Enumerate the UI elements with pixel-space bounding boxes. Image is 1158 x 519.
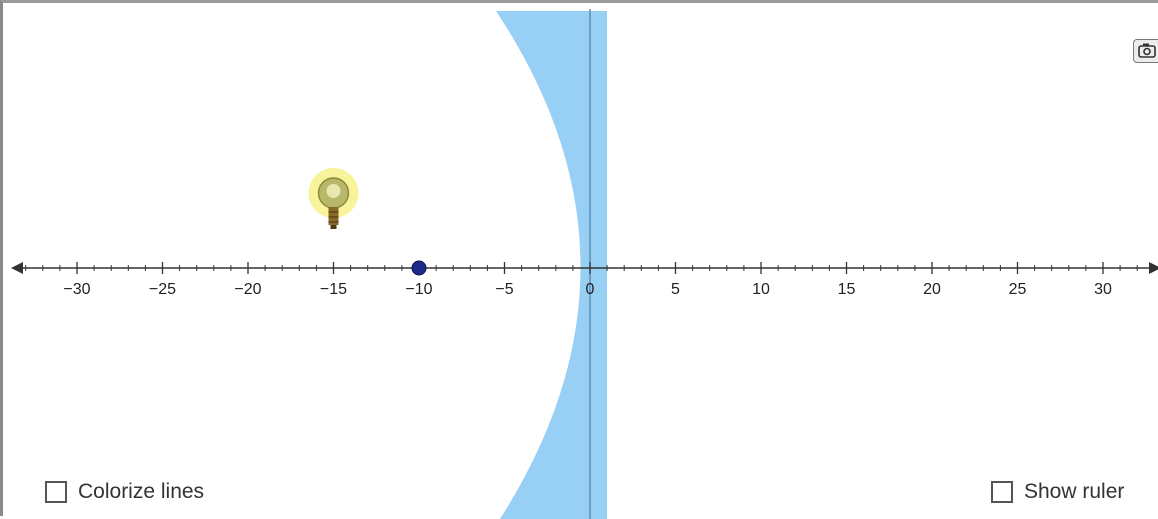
show-ruler-toggle[interactable]: Show ruler	[991, 480, 1124, 504]
major-ticks	[76, 262, 1104, 274]
show-ruler-checkbox[interactable]	[991, 481, 1013, 503]
concave-lens[interactable]	[496, 11, 607, 519]
tick-label: −20	[234, 281, 261, 298]
tick-label: −5	[495, 281, 513, 298]
colorize-lines-label: Colorize lines	[78, 480, 205, 503]
camera-button[interactable]	[1133, 39, 1158, 63]
focal-point[interactable]	[411, 260, 427, 276]
tick-label: 15	[838, 281, 856, 298]
axis-left-arrow	[11, 262, 23, 274]
tick-label: −15	[320, 281, 347, 298]
camera-icon	[1138, 43, 1156, 58]
tick-label: −10	[405, 281, 432, 298]
tick-label: 25	[1009, 281, 1027, 298]
number-line: −30 −25 −20 −15 −10 −5 0 5 10 15 20 25 30	[11, 262, 1158, 298]
tick-label: −30	[63, 281, 90, 298]
tick-label: 30	[1094, 281, 1112, 298]
bulb-base	[328, 207, 339, 225]
colorize-lines-toggle[interactable]: Colorize lines	[45, 480, 204, 504]
bulb-highlight	[326, 184, 341, 198]
tick-labels: −30 −25 −20 −15 −10 −5 0 5 10 15 20 25 30	[63, 281, 1112, 298]
tick-label: −25	[149, 281, 176, 298]
colorize-lines-checkbox[interactable]	[45, 481, 67, 503]
bulb-tip	[330, 225, 337, 229]
tick-label: 5	[671, 281, 680, 298]
optics-canvas: −30 −25 −20 −15 −10 −5 0 5 10 15 20 25 30	[11, 9, 1158, 519]
show-ruler-label: Show ruler	[1024, 480, 1125, 503]
tick-label: 20	[923, 281, 941, 298]
minor-ticks	[25, 265, 1155, 271]
axis-right-arrow	[1149, 262, 1158, 274]
tick-label: 0	[586, 281, 595, 298]
light-bulb-icon[interactable]	[308, 168, 359, 229]
tick-label: 10	[752, 281, 770, 298]
